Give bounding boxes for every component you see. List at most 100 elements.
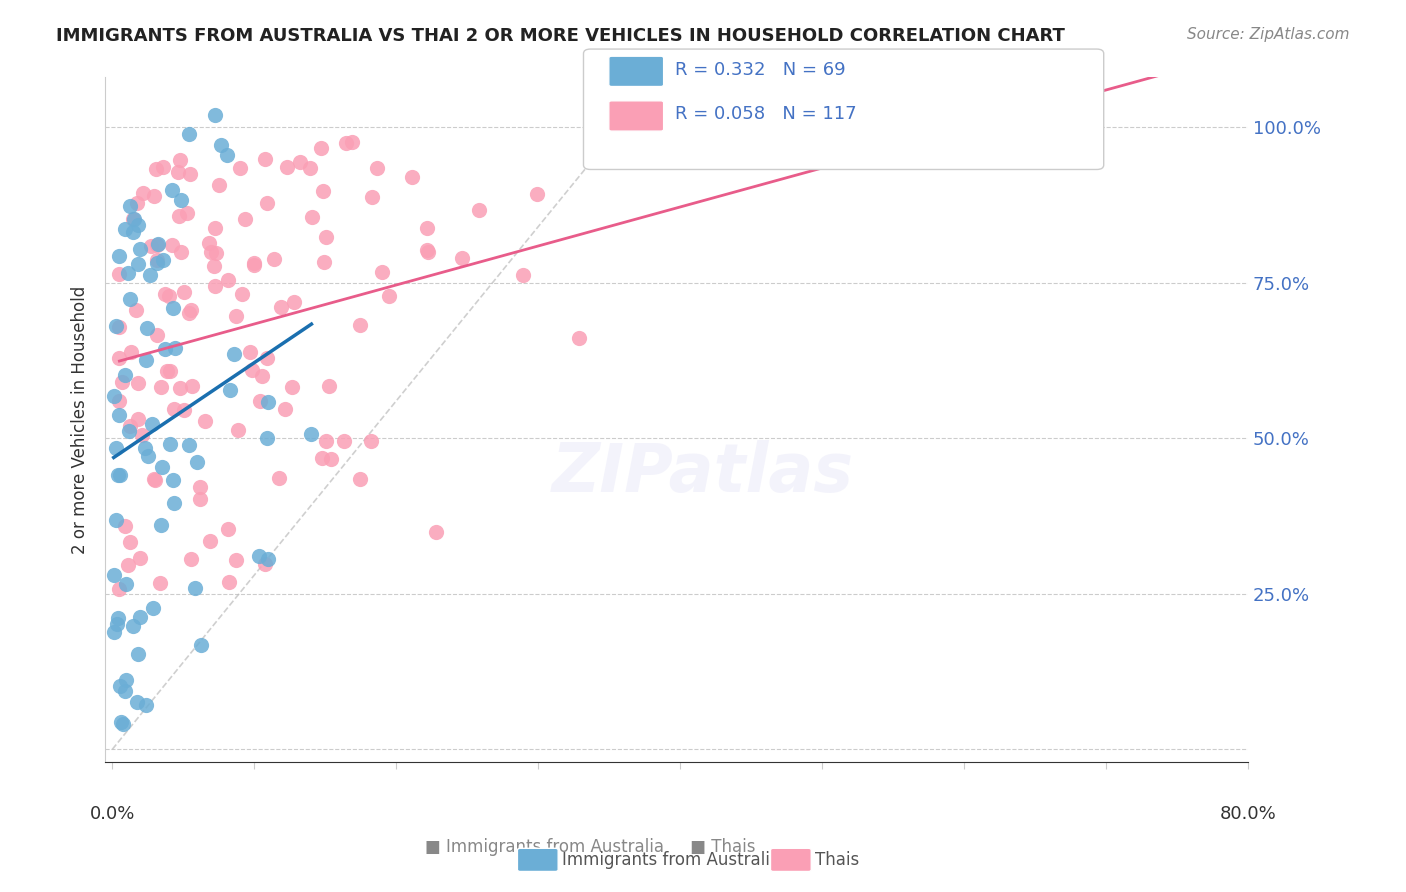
Point (299, 427, 322, 442)
Point (145, 253, 167, 268)
Point (366, 161, 388, 175)
Point (204, 220, 226, 235)
Point (276, 160, 298, 174)
Point (205, 246, 228, 260)
Point (127, 647, 149, 661)
Point (186, 455, 208, 469)
Point (156, 364, 179, 378)
Point (228, 161, 250, 175)
Point (416, 220, 439, 235)
Point (208, 178, 231, 192)
Point (150, 459, 173, 474)
Point (162, 237, 184, 252)
Text: 0.0%: 0.0% (90, 805, 135, 823)
Text: 80.0%: 80.0% (1219, 805, 1277, 823)
Point (416, 244, 439, 259)
Point (108, 394, 131, 409)
Point (142, 189, 165, 203)
Point (290, 154, 312, 169)
Point (188, 491, 211, 506)
Point (159, 437, 181, 451)
Point (231, 286, 253, 301)
Point (321, 451, 343, 466)
Point (243, 258, 266, 272)
Point (107, 467, 129, 482)
Point (114, 368, 136, 383)
Point (118, 418, 141, 433)
Point (378, 289, 401, 303)
Point (107, 611, 129, 625)
Point (125, 303, 148, 318)
Point (249, 394, 271, 409)
Point (188, 480, 211, 494)
Point (146, 236, 169, 251)
Point (204, 279, 226, 293)
Point (129, 610, 152, 624)
Point (136, 450, 159, 464)
Point (257, 552, 280, 566)
Point (118, 292, 141, 306)
Point (318, 378, 340, 392)
Point (111, 716, 134, 731)
Point (526, 186, 548, 201)
Point (217, 522, 239, 536)
Point (103, 389, 125, 403)
Point (108, 409, 131, 423)
Point (157, 289, 180, 303)
Point (163, 401, 186, 416)
Point (401, 169, 423, 184)
Point (107, 249, 129, 263)
Point (108, 468, 131, 483)
Text: R = 0.332   N = 69: R = 0.332 N = 69 (675, 61, 845, 78)
Point (173, 285, 195, 300)
Point (115, 577, 138, 591)
Point (152, 161, 174, 175)
Point (371, 264, 394, 278)
Point (301, 211, 323, 225)
Y-axis label: 2 or more Vehicles in Household: 2 or more Vehicles in Household (72, 285, 89, 554)
Point (167, 165, 190, 179)
Point (222, 347, 245, 361)
Point (135, 353, 157, 368)
Point (120, 345, 142, 359)
Point (198, 533, 221, 548)
Point (315, 434, 337, 449)
Point (159, 364, 181, 378)
Point (136, 321, 159, 335)
Point (167, 209, 190, 223)
Point (273, 402, 295, 417)
Point (349, 318, 371, 332)
Point (225, 309, 247, 323)
Point (360, 434, 382, 448)
Point (468, 202, 491, 217)
Text: ■ Immigrants from Australia     ■ Thais: ■ Immigrants from Australia ■ Thais (425, 838, 756, 856)
Point (177, 438, 200, 452)
Point (153, 286, 176, 301)
Point (118, 424, 141, 438)
Point (145, 238, 167, 252)
Point (183, 581, 205, 595)
Point (190, 638, 212, 652)
Point (233, 212, 256, 227)
Point (162, 473, 184, 487)
Point (134, 441, 156, 455)
Point (176, 205, 198, 219)
Point (114, 222, 136, 236)
Text: Thais: Thais (815, 851, 859, 869)
Point (121, 619, 143, 633)
Point (127, 196, 149, 211)
Point (104, 318, 127, 333)
Point (177, 306, 200, 320)
Point (169, 153, 191, 168)
Point (127, 412, 149, 426)
Point (146, 328, 169, 343)
Point (152, 252, 174, 267)
Point (142, 601, 165, 615)
Point (129, 551, 152, 566)
Point (256, 431, 278, 445)
Point (108, 267, 131, 281)
Point (169, 381, 191, 395)
Point (256, 351, 278, 365)
Point (247, 549, 270, 564)
Point (309, 141, 332, 155)
